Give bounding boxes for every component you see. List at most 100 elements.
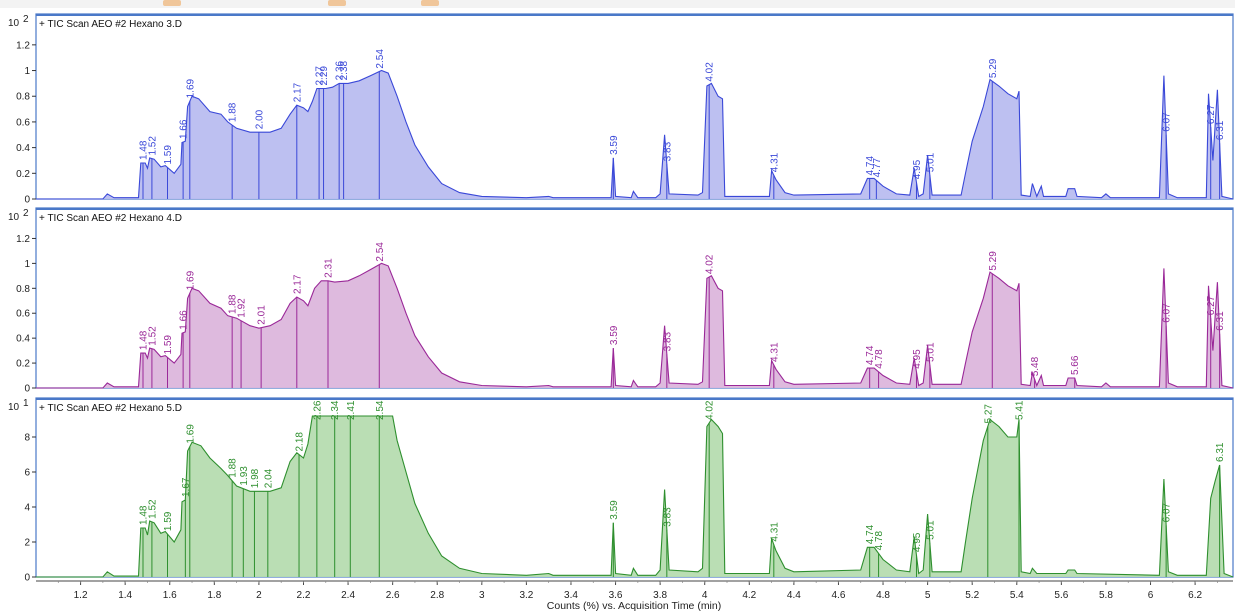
peak-label: 1.52 xyxy=(147,326,158,346)
tab-marker xyxy=(163,0,181,6)
y-tick-label: 0.2 xyxy=(16,169,30,180)
peak-label: 2.26 xyxy=(312,400,323,420)
peak-label: 4.95 xyxy=(912,532,923,552)
peak-label: 1.66 xyxy=(179,310,190,330)
peak-label: 2.54 xyxy=(375,242,386,262)
y-exponent-label: 10 xyxy=(8,18,20,29)
x-tick-label: 1.8 xyxy=(207,590,221,601)
peak-label: 3.83 xyxy=(662,331,673,351)
y-tick-label: 1 xyxy=(24,66,30,77)
x-tick-label: 4.6 xyxy=(832,590,846,601)
peak-label: 2.17 xyxy=(292,274,303,294)
peak-label: 1.98 xyxy=(250,468,261,488)
peak-label: 6.07 xyxy=(1162,502,1173,522)
peak-label: 4.31 xyxy=(769,522,780,542)
peak-label: 2.18 xyxy=(295,432,306,452)
peak-label: 2.01 xyxy=(257,305,268,325)
peak-label: 2.27 xyxy=(315,66,326,86)
peak-label: 4.74 xyxy=(865,156,876,176)
peak-label: 5.48 xyxy=(1030,356,1041,376)
peak-label: 2.54 xyxy=(375,400,386,420)
peak-label: 4.02 xyxy=(705,62,716,82)
peak-label: 3.59 xyxy=(609,135,620,155)
x-tick-label: 2 xyxy=(256,590,262,601)
peak-label: 6.31 xyxy=(1215,442,1226,462)
peak-label: 2.38 xyxy=(339,60,350,80)
peak-label: 1.48 xyxy=(138,330,149,350)
peak-label: 4.31 xyxy=(769,152,780,172)
y-exponent-power: 2 xyxy=(23,208,29,219)
x-axis-title: Counts (%) vs. Acquisition Time (min) xyxy=(547,600,721,612)
peak-label: 4.78 xyxy=(874,349,885,369)
peak-label: 3.83 xyxy=(662,507,673,527)
y-tick-label: 0 xyxy=(24,573,30,584)
y-tick-label: 6 xyxy=(24,468,30,479)
peak-label: 1.69 xyxy=(185,424,196,444)
y-tick-label: 4 xyxy=(24,503,30,514)
y-tick-label: 0 xyxy=(24,195,30,206)
peak-label: 1.66 xyxy=(179,119,190,139)
y-tick-label: 0.8 xyxy=(16,284,30,295)
peak-label: 6.31 xyxy=(1215,311,1226,331)
peak-label: 4.78 xyxy=(874,530,885,550)
peak-label: 6.27 xyxy=(1206,104,1217,124)
x-tick-label: 6 xyxy=(1148,590,1154,601)
peak-label: 6.07 xyxy=(1162,303,1173,323)
y-tick-label: 1 xyxy=(24,259,30,270)
y-tick-label: 0.8 xyxy=(16,92,30,103)
peak-label: 1.48 xyxy=(138,140,149,160)
peak-label: 2.04 xyxy=(263,468,274,488)
x-tick-label: 5.2 xyxy=(965,590,979,601)
x-tick-label: 1.2 xyxy=(74,590,88,601)
x-tick-label: 4 xyxy=(702,590,708,601)
peak-label: 2.31 xyxy=(324,258,335,278)
x-tick-label: 2.2 xyxy=(297,590,311,601)
peak-label: 6.31 xyxy=(1215,120,1226,140)
y-exponent-power: 2 xyxy=(23,14,29,25)
peak-label: 4.95 xyxy=(912,349,923,369)
signal-area xyxy=(36,416,1233,577)
peak-label: 1.88 xyxy=(228,102,239,122)
peak-label: 5.01 xyxy=(925,520,936,540)
y-exponent-label: 10 xyxy=(8,212,20,223)
y-tick-label: 1.2 xyxy=(16,234,30,245)
x-tick-label: 3.6 xyxy=(609,590,623,601)
peak-label: 6.07 xyxy=(1162,112,1173,132)
x-tick-label: 3.2 xyxy=(519,590,533,601)
tab-marker xyxy=(421,0,439,6)
peak-label: 1.88 xyxy=(228,294,239,314)
peak-label: 3.59 xyxy=(609,500,620,520)
y-tick-label: 0.6 xyxy=(16,309,30,320)
y-tick-label: 0.4 xyxy=(16,143,30,154)
y-tick-label: 2 xyxy=(24,538,30,549)
peak-label: 1.92 xyxy=(237,298,248,318)
peak-label: 5.66 xyxy=(1070,355,1081,375)
peak-label: 1.93 xyxy=(239,466,250,486)
x-tick-label: 2.4 xyxy=(341,590,355,601)
peak-label: 1.48 xyxy=(138,505,149,525)
panel-label: + TIC Scan AEO #2 Hexano 4.D xyxy=(39,213,182,224)
x-tick-label: 3 xyxy=(479,590,485,601)
x-tick-label: 1.4 xyxy=(118,590,132,601)
peak-label: 1.59 xyxy=(163,145,174,165)
peak-label: 4.77 xyxy=(872,157,883,177)
peak-label: 3.59 xyxy=(609,325,620,345)
chart-panel-2: 0 0.2 0.4 0.6 0.8 1 1.2 10 2 + TIC Scan AEO #2 He… xyxy=(8,207,1234,395)
x-tick-label: 3.8 xyxy=(653,590,667,601)
peak-label: 5.29 xyxy=(988,58,999,78)
y-tick-label: 0.6 xyxy=(16,117,30,128)
tab-marker xyxy=(328,0,346,6)
x-tick-label: 2.8 xyxy=(430,590,444,601)
peak-label: 2.34 xyxy=(330,400,341,420)
x-tick-label: 5.6 xyxy=(1054,590,1068,601)
top-strip xyxy=(0,0,1235,8)
signal-area xyxy=(36,263,1233,388)
peak-label: 3.83 xyxy=(662,141,673,161)
x-tick-label: 5.4 xyxy=(1010,590,1024,601)
y-tick-label: 0.4 xyxy=(16,334,30,345)
peak-label: 4.74 xyxy=(865,524,876,544)
signal-line xyxy=(36,69,1234,200)
y-exponent-label: 10 xyxy=(8,402,20,413)
signal-line xyxy=(36,415,1234,578)
